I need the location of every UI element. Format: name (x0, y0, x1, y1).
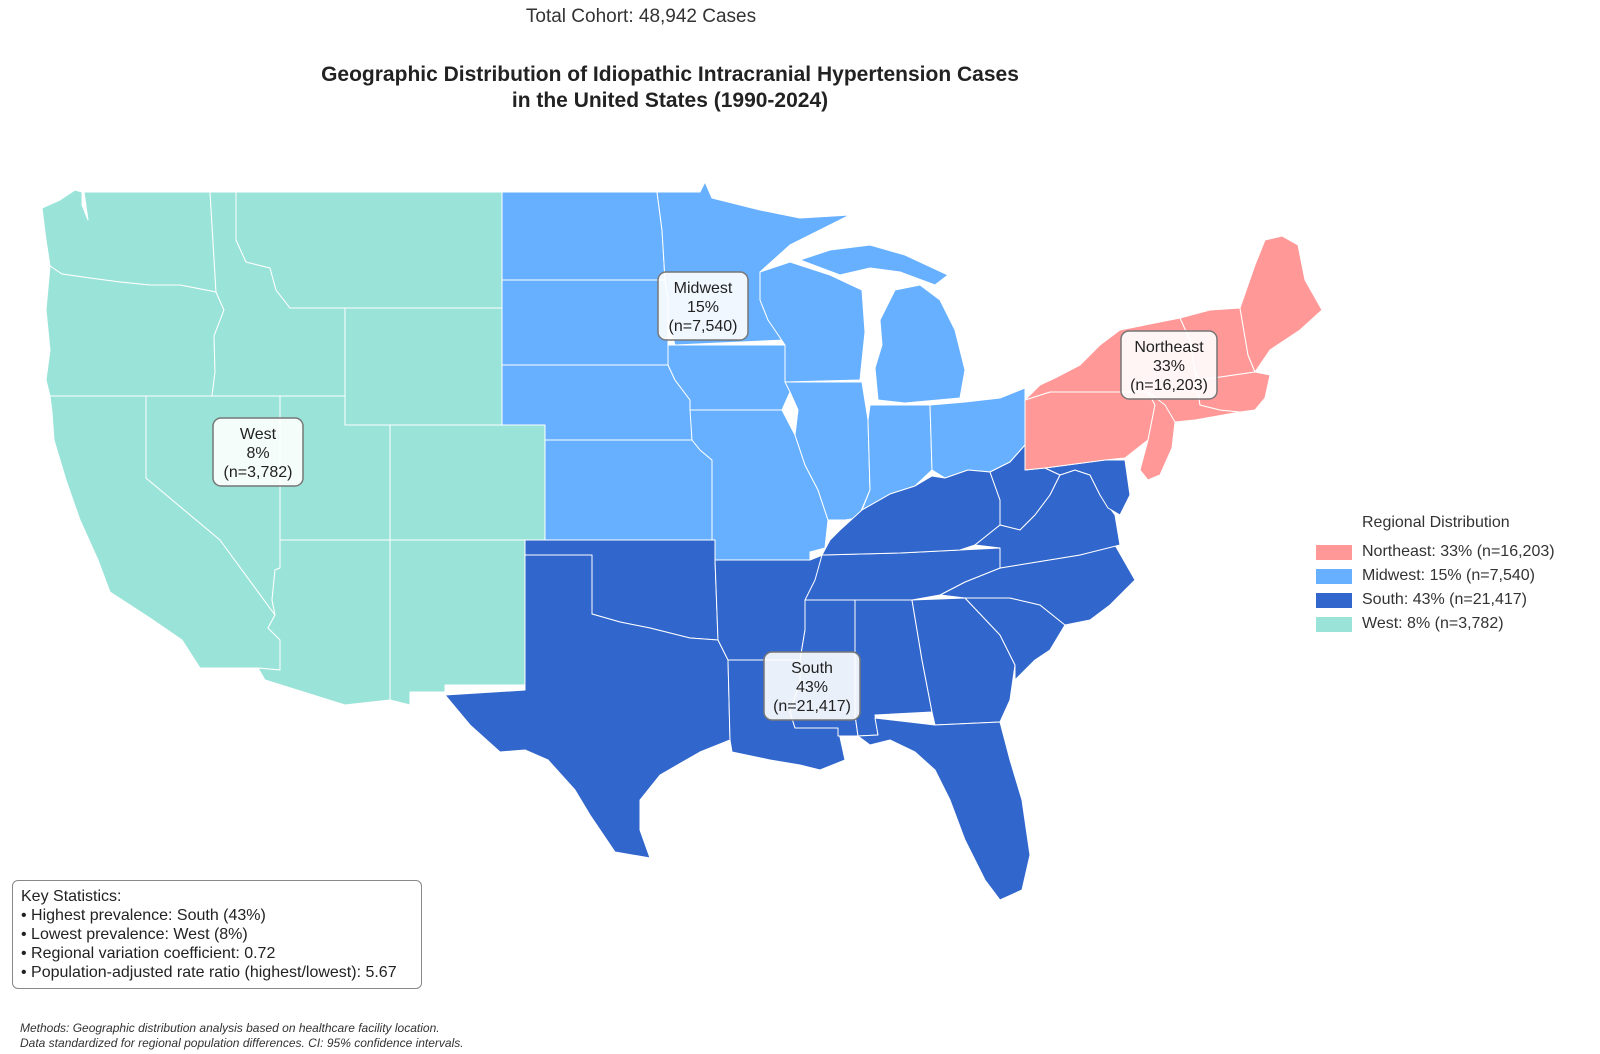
label-midwest: Midwest 15% (n=7,540) (657, 271, 749, 341)
label-west-pct: 8% (246, 445, 269, 462)
state-south-dakota[interactable] (501, 279, 669, 366)
label-midwest-pct: 15% (687, 299, 719, 316)
label-northeast-n: (n=16,203) (1130, 377, 1208, 394)
stats-line: • Regional variation coefficient: 0.72 (21, 945, 276, 962)
methods-note: Methods: Geographic distribution analysi… (20, 1021, 464, 1051)
label-south-name: South (791, 660, 833, 677)
label-south-n: (n=21,417) (773, 698, 851, 715)
legend-swatch (1316, 616, 1352, 632)
state-michigan[interactable] (874, 284, 966, 404)
label-box-west (212, 417, 304, 487)
label-south: South 43% (n=21,417) (763, 651, 861, 721)
region-west[interactable] (41, 189, 546, 706)
state-arizona[interactable] (257, 539, 391, 706)
legend-item-midwest[interactable]: Midwest: 15% (n=7,540) (1316, 564, 1555, 588)
legend-swatch (1316, 568, 1352, 584)
state-maine[interactable] (1239, 235, 1323, 373)
label-west-n: (n=3,782) (224, 464, 293, 481)
label-west: West 8% (n=3,782) (212, 417, 304, 487)
label-box-south (763, 651, 861, 721)
legend-title: Regional Distribution (1362, 514, 1510, 531)
stats-line: • Highest prevalence: South (43%) (21, 907, 266, 924)
state-wisconsin[interactable] (759, 261, 866, 383)
title-line-2: in the United States (1990-2024) (511, 89, 829, 112)
state-kansas[interactable] (544, 439, 713, 541)
state-pennsylvania[interactable] (1024, 391, 1156, 471)
state-new-jersey[interactable] (1139, 391, 1176, 481)
state-north-dakota[interactable] (501, 191, 666, 281)
legend-item-south[interactable]: South: 43% (n=21,417) (1316, 588, 1555, 612)
legend-swatch (1316, 592, 1352, 608)
label-south-pct: 43% (796, 679, 828, 696)
legend-item-northeast[interactable]: Northeast: 33% (n=16,203) (1316, 540, 1555, 564)
state-wyoming[interactable] (344, 307, 503, 426)
legend-item-west[interactable]: West: 8% (n=3,782) (1316, 612, 1555, 636)
stats-title: Key Statistics: (21, 888, 122, 905)
cohort-subtitle: Total Cohort: 48,942 Cases (525, 6, 757, 27)
label-midwest-name: Midwest (674, 280, 733, 297)
legend-label: West: 8% (n=3,782) (1362, 615, 1504, 632)
state-michigan-up[interactable] (799, 244, 949, 286)
title-line-1: Geographic Distribution of Idiopathic In… (321, 63, 1019, 86)
label-northeast-pct: 33% (1153, 358, 1185, 375)
stats-line: • Lowest prevalence: West (8%) (21, 926, 248, 943)
legend: Regional Distribution Northeast: 33% (n=… (1316, 514, 1555, 636)
stats-line: • Population-adjusted rate ratio (highes… (21, 964, 397, 981)
page-title: Geographic Distribution of Idiopathic In… (0, 62, 1340, 114)
label-west-name: West (240, 426, 277, 443)
key-statistics-box: Key Statistics: • Highest prevalence: So… (12, 880, 422, 989)
legend-label: Northeast: 33% (n=16,203) (1362, 543, 1555, 560)
state-florida[interactable] (857, 717, 1031, 901)
label-box-northeast (1120, 330, 1218, 400)
methods-line-2: Data standardized for regional populatio… (20, 1036, 464, 1050)
legend-label: Midwest: 15% (n=7,540) (1362, 567, 1535, 584)
label-northeast: Northeast 33% (n=16,203) (1120, 330, 1218, 400)
state-colorado[interactable] (389, 424, 546, 541)
label-northeast-name: Northeast (1134, 339, 1204, 356)
state-texas[interactable] (444, 554, 731, 859)
state-new-mexico[interactable] (389, 539, 526, 706)
legend-label: South: 43% (n=21,417) (1362, 591, 1528, 608)
label-midwest-n: (n=7,540) (669, 318, 738, 335)
methods-line-1: Methods: Geographic distribution analysi… (20, 1021, 440, 1035)
legend-swatch (1316, 544, 1352, 560)
state-montana[interactable] (235, 191, 503, 309)
label-box-midwest (657, 271, 749, 341)
state-maryland-delaware[interactable] (1044, 459, 1131, 516)
